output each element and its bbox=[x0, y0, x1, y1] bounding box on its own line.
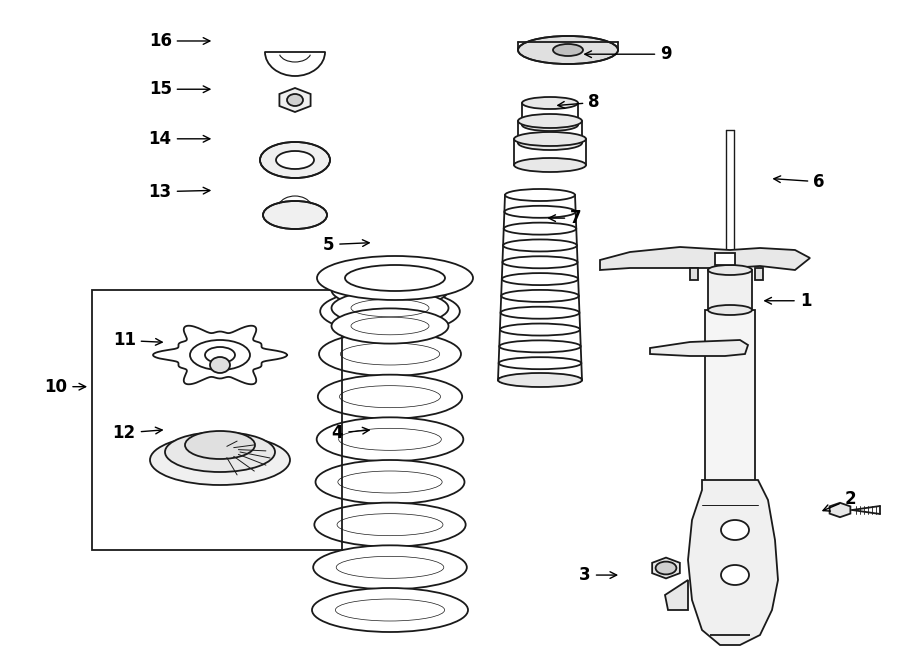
Polygon shape bbox=[650, 340, 748, 356]
Ellipse shape bbox=[514, 158, 586, 172]
Ellipse shape bbox=[210, 357, 230, 373]
Ellipse shape bbox=[150, 435, 290, 485]
Ellipse shape bbox=[287, 94, 303, 106]
Ellipse shape bbox=[313, 545, 467, 590]
Text: 14: 14 bbox=[148, 130, 210, 148]
Ellipse shape bbox=[165, 432, 275, 472]
Text: 7: 7 bbox=[549, 209, 581, 227]
Ellipse shape bbox=[655, 562, 677, 574]
Ellipse shape bbox=[522, 97, 578, 109]
Text: 15: 15 bbox=[148, 80, 210, 98]
Polygon shape bbox=[665, 580, 688, 610]
Ellipse shape bbox=[500, 307, 580, 319]
Text: 11: 11 bbox=[112, 331, 162, 350]
Ellipse shape bbox=[708, 305, 752, 315]
Polygon shape bbox=[755, 268, 763, 280]
Ellipse shape bbox=[260, 142, 330, 178]
Ellipse shape bbox=[518, 36, 618, 64]
Ellipse shape bbox=[185, 431, 255, 459]
Ellipse shape bbox=[502, 273, 578, 285]
Ellipse shape bbox=[502, 256, 578, 268]
Ellipse shape bbox=[312, 588, 468, 632]
Text: 9: 9 bbox=[585, 45, 671, 63]
Polygon shape bbox=[600, 247, 810, 270]
Ellipse shape bbox=[331, 290, 448, 326]
Ellipse shape bbox=[317, 256, 473, 300]
Ellipse shape bbox=[276, 151, 314, 169]
Polygon shape bbox=[830, 503, 850, 517]
Ellipse shape bbox=[721, 520, 749, 540]
Ellipse shape bbox=[498, 373, 582, 387]
Text: 10: 10 bbox=[44, 377, 86, 396]
Ellipse shape bbox=[522, 119, 578, 131]
Ellipse shape bbox=[514, 132, 586, 146]
Ellipse shape bbox=[316, 460, 464, 504]
Ellipse shape bbox=[708, 265, 752, 275]
Ellipse shape bbox=[500, 323, 580, 336]
Text: 8: 8 bbox=[558, 93, 599, 112]
Bar bbox=[92, 290, 342, 550]
Polygon shape bbox=[690, 268, 698, 280]
Ellipse shape bbox=[314, 502, 465, 547]
Polygon shape bbox=[652, 558, 680, 578]
Ellipse shape bbox=[317, 417, 464, 461]
Polygon shape bbox=[279, 88, 310, 112]
Text: 3: 3 bbox=[580, 566, 616, 584]
Ellipse shape bbox=[503, 239, 577, 251]
Ellipse shape bbox=[518, 114, 582, 128]
Ellipse shape bbox=[504, 223, 576, 235]
Ellipse shape bbox=[263, 201, 327, 229]
Bar bbox=[705, 310, 755, 490]
Ellipse shape bbox=[498, 374, 582, 386]
Bar bbox=[715, 253, 735, 265]
Ellipse shape bbox=[331, 272, 448, 307]
Bar bbox=[708, 270, 752, 310]
Polygon shape bbox=[688, 480, 778, 645]
Ellipse shape bbox=[319, 332, 461, 376]
Ellipse shape bbox=[318, 375, 463, 418]
Text: 5: 5 bbox=[323, 235, 369, 254]
Ellipse shape bbox=[504, 206, 576, 218]
Ellipse shape bbox=[518, 136, 582, 150]
Ellipse shape bbox=[501, 290, 579, 302]
Text: 6: 6 bbox=[774, 173, 824, 191]
Ellipse shape bbox=[553, 44, 583, 56]
Ellipse shape bbox=[500, 340, 580, 352]
Ellipse shape bbox=[320, 290, 460, 333]
Text: 4: 4 bbox=[332, 424, 369, 442]
Text: 13: 13 bbox=[148, 182, 210, 201]
Text: 1: 1 bbox=[765, 292, 811, 310]
Text: 12: 12 bbox=[112, 424, 162, 442]
Ellipse shape bbox=[331, 309, 448, 344]
Text: 16: 16 bbox=[148, 32, 210, 50]
Ellipse shape bbox=[505, 189, 575, 201]
Ellipse shape bbox=[721, 565, 749, 585]
Text: 2: 2 bbox=[823, 490, 856, 511]
Ellipse shape bbox=[499, 357, 581, 369]
